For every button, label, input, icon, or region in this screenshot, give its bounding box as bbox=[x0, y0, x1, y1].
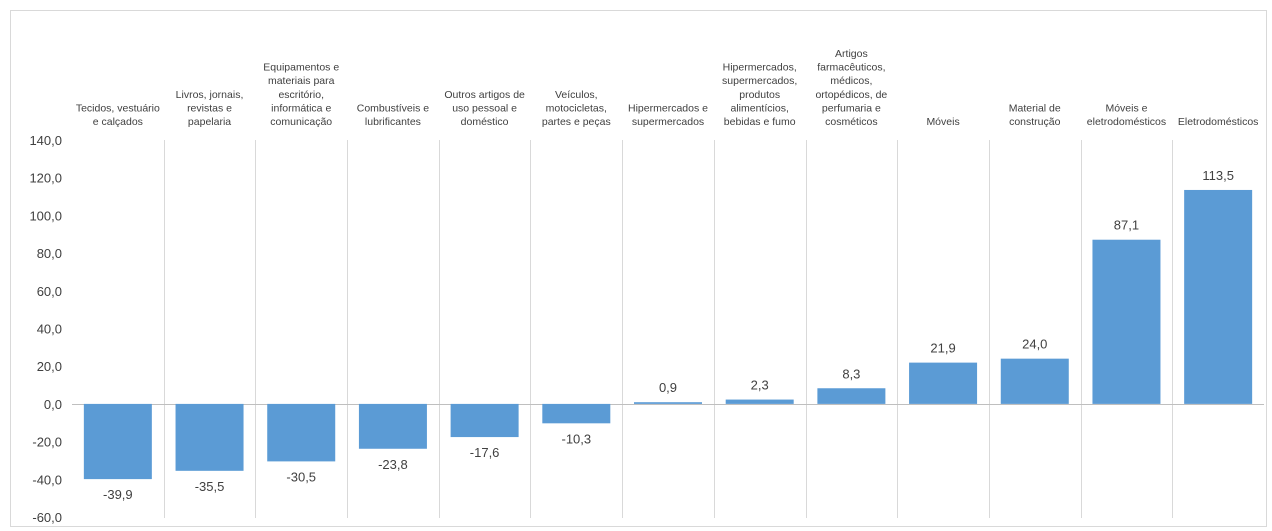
bar bbox=[1184, 189, 1253, 404]
y-tick-label: 80,0 bbox=[37, 246, 62, 261]
bar bbox=[725, 399, 794, 404]
category-label: Outros artigos de uso pessoal e doméstico bbox=[444, 89, 525, 128]
data-label: -23,8 bbox=[378, 457, 408, 472]
data-label: -39,9 bbox=[103, 487, 133, 502]
bar bbox=[542, 403, 611, 424]
bar bbox=[817, 388, 886, 404]
category-label: Hipermercados e supermercados bbox=[628, 102, 708, 128]
data-label: 8,3 bbox=[842, 366, 860, 381]
category-label: Veículos, motocicletas, partes e peças bbox=[542, 89, 611, 128]
data-label: 87,1 bbox=[1114, 218, 1139, 233]
y-tick-label: 100,0 bbox=[29, 208, 62, 223]
category-label: Livros, jornais, revistas e papelaria bbox=[176, 89, 244, 128]
bar bbox=[1092, 239, 1161, 404]
category-label: Tecidos, vestuário e calçados bbox=[76, 102, 160, 128]
category-label: Material de construção bbox=[1009, 102, 1061, 128]
data-label: 2,3 bbox=[751, 378, 769, 393]
y-tick-label: -40,0 bbox=[32, 472, 62, 487]
bar bbox=[175, 403, 244, 471]
y-tick-label: 20,0 bbox=[37, 359, 62, 374]
bar bbox=[358, 403, 427, 449]
bar bbox=[909, 362, 978, 404]
y-tick-label: -60,0 bbox=[32, 510, 62, 525]
data-label: 21,9 bbox=[930, 341, 955, 356]
data-label: -10,3 bbox=[561, 431, 591, 446]
y-tick-label: 0,0 bbox=[44, 397, 62, 412]
y-tick-label: 60,0 bbox=[37, 284, 62, 299]
y-tick-label: -20,0 bbox=[32, 435, 62, 450]
data-label: -30,5 bbox=[286, 469, 316, 484]
category-label: Combustíveis e lubrificantes bbox=[357, 102, 430, 128]
data-label: -35,5 bbox=[195, 479, 225, 494]
category-label: Equipamentos e materiais para escritório, i… bbox=[263, 62, 339, 128]
bar bbox=[634, 402, 702, 404]
y-tick-label: 120,0 bbox=[29, 171, 62, 186]
category-label: Eletrodomésticos bbox=[1178, 116, 1259, 128]
category-label: Móveis e eletrodomésticos bbox=[1087, 102, 1166, 128]
y-tick-label: 140,0 bbox=[29, 133, 62, 148]
category-label: Artigos farmacêuticos, médicos, ortopédicos… bbox=[815, 48, 887, 128]
bar bbox=[1000, 358, 1069, 404]
data-label: -17,6 bbox=[470, 445, 500, 460]
chart-border bbox=[10, 10, 1267, 527]
y-tick-label: 40,0 bbox=[37, 322, 62, 337]
category-label: Hipermercados, supermercados, produtos alim… bbox=[722, 62, 797, 128]
data-label: 0,9 bbox=[659, 380, 677, 395]
data-label: 113,5 bbox=[1202, 168, 1234, 183]
bar bbox=[450, 403, 519, 438]
category-label: Móveis bbox=[926, 116, 959, 128]
bar bbox=[267, 403, 336, 462]
data-label: 24,0 bbox=[1022, 337, 1047, 352]
bar bbox=[83, 403, 152, 480]
